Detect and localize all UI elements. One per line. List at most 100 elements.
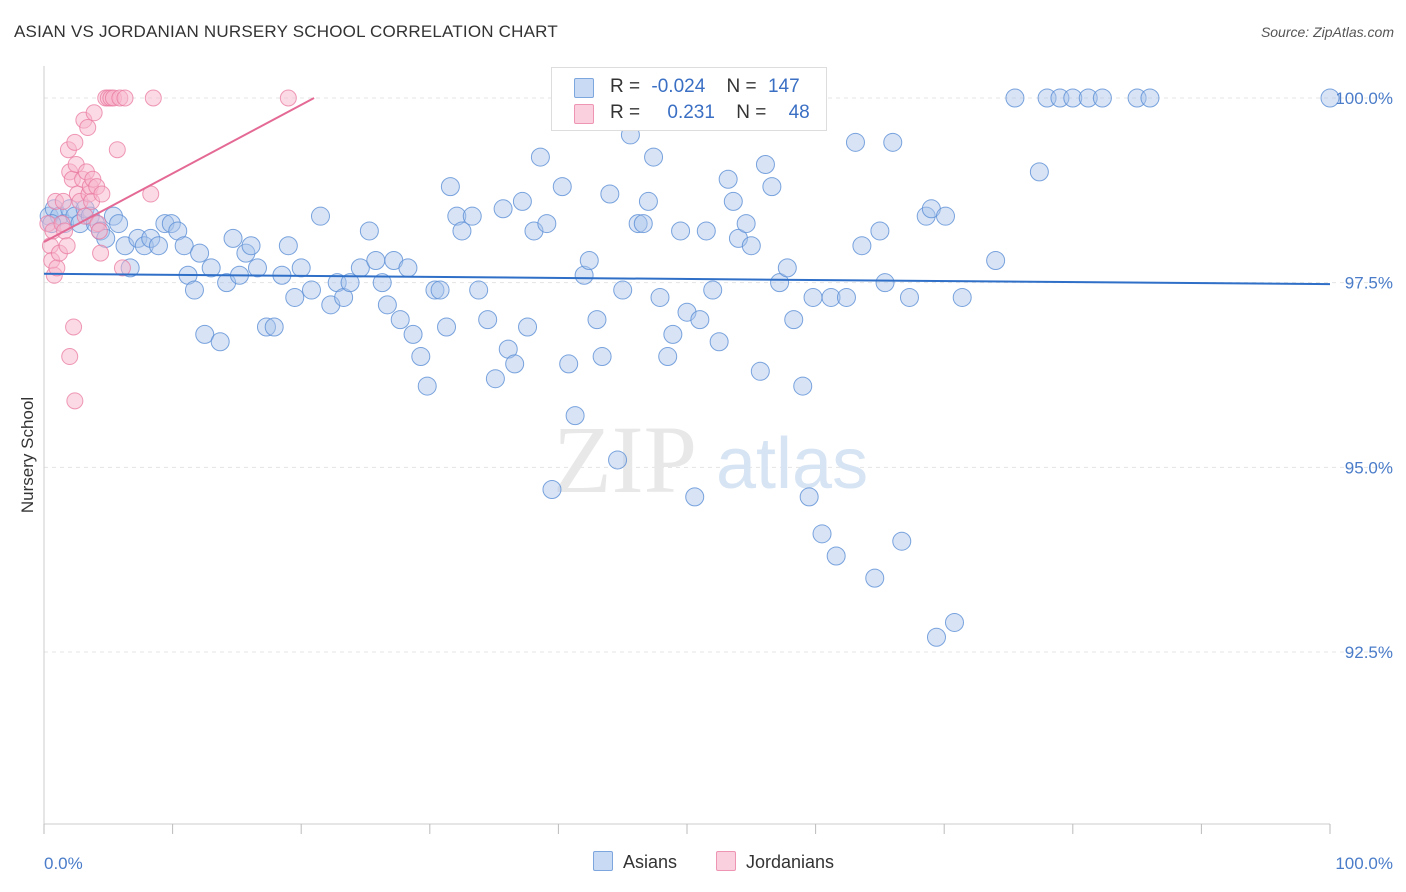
legend-r-value: 0.231: [667, 102, 715, 123]
asian-point: [478, 310, 498, 330]
y-tick-label-1: 95.0%: [1345, 458, 1393, 477]
jordanian-point: [54, 192, 72, 210]
asian-point: [301, 280, 321, 300]
trend-lines: [43, 97, 1331, 286]
asian-point: [430, 280, 450, 300]
x-tick-label-1: 100.0%: [1335, 854, 1393, 873]
jordanian-point: [66, 392, 84, 410]
source-label: Source: ZipAtlas.com: [1260, 24, 1394, 40]
asian-point: [883, 132, 903, 152]
watermark-atlas: atlas: [716, 424, 868, 504]
asian-point: [141, 228, 161, 248]
legend-n-label: N =: [726, 76, 757, 97]
asian-point: [291, 258, 311, 278]
asian-point: [190, 243, 210, 263]
bottom-legend-asians: Asians: [593, 851, 677, 873]
asian-point: [1029, 162, 1049, 182]
x-tick-label-0: 0.0%: [44, 854, 83, 873]
asian-point: [592, 347, 612, 367]
asian-point: [750, 361, 770, 381]
asian-point: [650, 287, 670, 307]
bottom-legend-jordanians: Jordanians: [716, 851, 834, 873]
asian-point: [703, 280, 723, 300]
asian-point: [608, 450, 628, 470]
asian-point: [285, 287, 305, 307]
asian-point: [437, 317, 457, 337]
bottom-swatch-asians: [593, 851, 613, 871]
asian-point: [518, 317, 538, 337]
y-tick-label-0: 92.5%: [1345, 643, 1393, 662]
asian-point: [821, 287, 841, 307]
asian-point: [633, 214, 653, 234]
jordanian-point: [92, 244, 110, 262]
asian-point: [505, 354, 525, 374]
jordanian-point: [58, 237, 76, 255]
asian-point: [247, 258, 267, 278]
jordanian-point: [79, 119, 97, 137]
asian-point: [799, 487, 819, 507]
asian-point: [613, 280, 633, 300]
asian-point: [723, 191, 743, 211]
asian-point: [359, 221, 379, 241]
asian-point: [201, 258, 221, 278]
asian-point: [390, 310, 410, 330]
bottom-swatch-jordanians: [716, 851, 736, 871]
legend-n-label: N =: [736, 102, 767, 123]
asian-point: [195, 324, 215, 344]
asian-point: [793, 376, 813, 396]
asian-point: [812, 524, 832, 544]
jordanian-point: [144, 89, 162, 107]
asian-point: [845, 132, 865, 152]
asian-point: [241, 236, 261, 256]
jordanian-point: [116, 89, 134, 107]
asian-point: [372, 273, 392, 293]
bottom-label-jordanians: Jordanians: [746, 852, 835, 872]
asian-point: [1005, 88, 1025, 108]
asian-point: [671, 221, 691, 241]
asian-point: [1320, 88, 1340, 108]
asian-point: [899, 287, 919, 307]
asian-point: [452, 221, 472, 241]
asian-point: [440, 177, 460, 197]
asian-point: [600, 184, 620, 204]
asian-point: [223, 228, 243, 248]
asian-point: [366, 251, 386, 271]
asian-point: [184, 280, 204, 300]
legend-swatch-asians: [574, 78, 594, 98]
asian-point: [690, 310, 710, 330]
asian-point: [1092, 88, 1112, 108]
asian-point: [264, 317, 284, 337]
asian-point: [865, 568, 885, 588]
jordanian-point: [85, 104, 103, 122]
asian-point: [777, 258, 797, 278]
jordanian-point: [93, 185, 111, 203]
asian-point: [826, 546, 846, 566]
asian-point: [565, 406, 585, 426]
correlation-legend: R = -0.024 N = 147 R = 0.231 N = 48: [551, 67, 827, 131]
asian-point: [755, 154, 775, 174]
asian-point: [644, 147, 664, 167]
asian-point: [256, 317, 276, 337]
chart-title: ASIAN VS JORDANIAN NURSERY SCHOOL CORREL…: [14, 22, 558, 41]
asian-point: [784, 310, 804, 330]
tick-labels: 92.5% 95.0% 97.5% 100.0% 0.0% 100.0%: [44, 89, 1393, 873]
asian-point: [512, 191, 532, 211]
asian-point: [986, 251, 1006, 271]
asian-point: [741, 236, 761, 256]
asian-point: [770, 273, 790, 293]
legend-n-value: 48: [788, 102, 810, 123]
asian-point: [628, 214, 648, 234]
asian-point: [574, 265, 594, 285]
y-tick-label-2: 97.5%: [1345, 274, 1393, 293]
asian-point: [579, 251, 599, 271]
asian-point: [377, 295, 397, 315]
jordanian-points: [39, 89, 297, 410]
y-tick-label-3: 100.0%: [1335, 89, 1393, 108]
jordanian-point: [61, 348, 79, 366]
asian-point: [718, 169, 738, 189]
legend-r-label: R =: [610, 102, 641, 123]
asian-point: [836, 287, 856, 307]
watermark-zip: ZIP: [553, 406, 697, 513]
asian-point: [542, 479, 562, 499]
